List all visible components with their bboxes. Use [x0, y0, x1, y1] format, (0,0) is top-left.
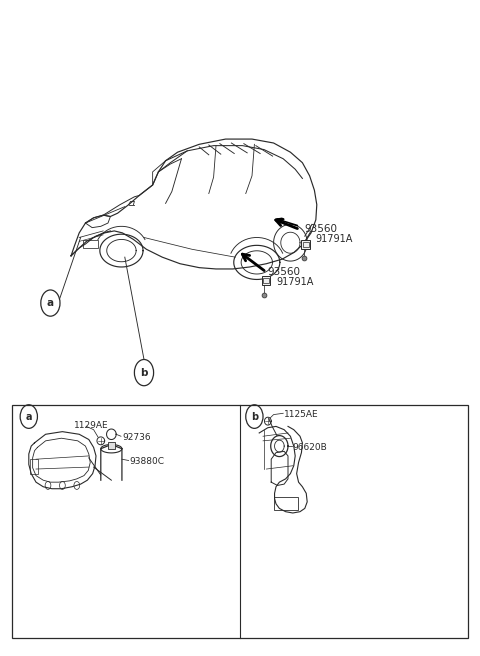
Text: b: b: [251, 411, 258, 422]
Bar: [30, 459, 38, 474]
Bar: [108, 442, 115, 449]
Text: 93560: 93560: [305, 224, 338, 234]
Text: b: b: [140, 367, 148, 378]
Bar: [262, 276, 270, 285]
Text: 1125AE: 1125AE: [284, 410, 319, 419]
Text: 93560: 93560: [268, 267, 301, 277]
Text: a: a: [25, 411, 32, 422]
Text: 93880C: 93880C: [130, 457, 165, 466]
Text: 1129AE: 1129AE: [74, 420, 109, 430]
Bar: [303, 242, 309, 247]
Text: 92736: 92736: [122, 433, 151, 442]
Bar: [301, 240, 310, 249]
Bar: [274, 497, 298, 510]
Bar: [263, 278, 269, 283]
Bar: [83, 240, 98, 248]
Text: 91791A: 91791A: [316, 234, 353, 244]
Bar: [12, 405, 468, 638]
Text: 91791A: 91791A: [276, 277, 313, 287]
Text: a: a: [47, 298, 54, 308]
Text: 96620B: 96620B: [293, 443, 327, 452]
